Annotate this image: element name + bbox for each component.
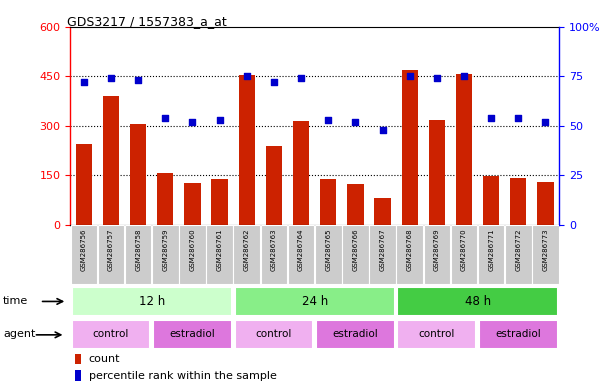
Text: GSM286764: GSM286764	[298, 229, 304, 271]
Text: GSM286756: GSM286756	[81, 229, 87, 271]
Point	[486, 115, 496, 121]
Point	[459, 73, 469, 79]
Text: GSM286769: GSM286769	[434, 229, 440, 271]
Bar	[347, 184, 364, 225]
Text: time: time	[3, 296, 28, 306]
Point	[214, 117, 224, 123]
Text: GSM286770: GSM286770	[461, 229, 467, 271]
Bar	[397, 225, 423, 283]
Point	[513, 115, 523, 121]
Bar	[233, 225, 260, 283]
Text: estradiol: estradiol	[496, 329, 541, 339]
Point	[269, 79, 279, 85]
Bar	[315, 225, 342, 283]
Point	[541, 119, 551, 125]
Bar	[75, 354, 81, 364]
Bar	[423, 225, 450, 283]
Bar	[316, 320, 395, 349]
Bar	[235, 320, 313, 349]
Text: GSM286763: GSM286763	[271, 229, 277, 271]
Bar	[401, 70, 418, 225]
Bar	[185, 184, 200, 225]
Bar	[398, 286, 558, 316]
Text: GSM286765: GSM286765	[325, 229, 331, 271]
Text: GSM286767: GSM286767	[379, 229, 386, 271]
Bar	[456, 74, 472, 225]
Bar	[98, 225, 124, 283]
Bar	[125, 225, 152, 283]
Point	[378, 127, 387, 133]
Bar	[130, 124, 146, 225]
Point	[79, 79, 89, 85]
Bar	[293, 121, 309, 225]
Bar	[288, 225, 315, 283]
Bar	[261, 225, 287, 283]
Text: estradiol: estradiol	[170, 329, 215, 339]
Bar	[153, 320, 232, 349]
Text: 48 h: 48 h	[464, 295, 491, 308]
Bar	[75, 370, 81, 381]
Point	[432, 75, 442, 81]
Bar	[103, 96, 119, 225]
Bar	[451, 225, 477, 283]
Bar	[71, 320, 150, 349]
Text: GSM286773: GSM286773	[543, 229, 549, 271]
Point	[188, 119, 197, 125]
Text: control: control	[256, 329, 292, 339]
Text: agent: agent	[3, 329, 35, 339]
Bar	[510, 178, 527, 225]
Bar	[532, 225, 559, 283]
Bar	[71, 286, 232, 316]
Bar	[76, 144, 92, 225]
Text: GSM286771: GSM286771	[488, 229, 494, 271]
Text: estradiol: estradiol	[332, 329, 378, 339]
Bar	[342, 225, 368, 283]
Text: 12 h: 12 h	[139, 295, 165, 308]
Point	[106, 75, 116, 81]
Bar	[478, 225, 505, 283]
Text: GSM286757: GSM286757	[108, 229, 114, 271]
Bar	[207, 225, 233, 283]
Point	[405, 73, 415, 79]
Text: GSM286772: GSM286772	[515, 229, 521, 271]
Bar	[375, 198, 390, 225]
Point	[242, 73, 252, 79]
Text: GSM286759: GSM286759	[163, 229, 168, 271]
Bar	[479, 320, 558, 349]
Bar	[152, 225, 178, 283]
Text: control: control	[419, 329, 455, 339]
Bar	[537, 182, 554, 225]
Text: GSM286768: GSM286768	[407, 229, 412, 271]
Point	[133, 77, 143, 83]
Bar	[320, 179, 337, 225]
Point	[296, 75, 306, 81]
Bar	[398, 320, 476, 349]
Text: GSM286758: GSM286758	[135, 229, 141, 271]
Bar	[429, 120, 445, 225]
Text: GSM286761: GSM286761	[217, 229, 222, 271]
Bar	[179, 225, 206, 283]
Text: GSM286760: GSM286760	[189, 229, 196, 271]
Text: 24 h: 24 h	[302, 295, 327, 308]
Text: count: count	[89, 354, 120, 364]
Bar	[235, 286, 395, 316]
Point	[323, 117, 333, 123]
Bar	[239, 74, 255, 225]
Text: GDS3217 / 1557383_a_at: GDS3217 / 1557383_a_at	[67, 15, 227, 28]
Text: GSM286762: GSM286762	[244, 229, 250, 271]
Bar	[369, 225, 396, 283]
Bar	[70, 225, 97, 283]
Point	[351, 119, 360, 125]
Text: percentile rank within the sample: percentile rank within the sample	[89, 371, 277, 381]
Text: GSM286766: GSM286766	[353, 229, 359, 271]
Bar	[483, 176, 499, 225]
Bar	[211, 179, 228, 225]
Bar	[266, 146, 282, 225]
Bar	[505, 225, 532, 283]
Text: control: control	[93, 329, 129, 339]
Point	[161, 115, 170, 121]
Bar	[157, 172, 174, 225]
